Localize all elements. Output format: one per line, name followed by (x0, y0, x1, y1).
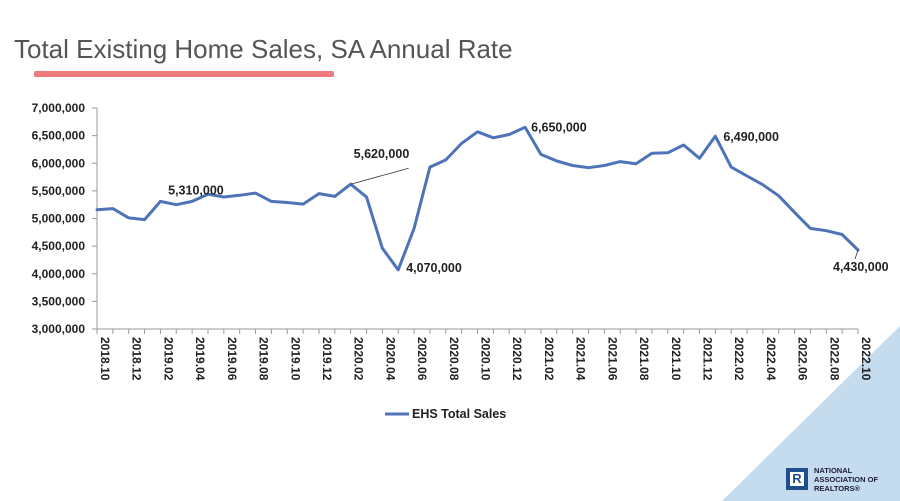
y-tick-label: 7,000,000 (32, 101, 86, 115)
data-label: 4,070,000 (406, 261, 462, 275)
x-tick-label: 2021.08 (637, 337, 651, 381)
series-line-ehs-total-sales (95, 125, 860, 272)
x-tick-label: 2022.10 (859, 337, 873, 381)
x-tick-label: 2019.10 (288, 337, 302, 381)
logo-line: ASSOCIATION OF (814, 475, 879, 484)
title-underline (34, 71, 334, 77)
x-tick-label: 2022.02 (732, 337, 746, 381)
x-tick-label: 2022.04 (764, 337, 778, 381)
page-title: Total Existing Home Sales, SA Annual Rat… (14, 34, 513, 64)
x-tick-label: 2021.10 (669, 337, 683, 381)
data-label: 6,490,000 (723, 130, 779, 144)
y-tick-label: 6,000,000 (32, 156, 86, 170)
y-tick-label: 5,500,000 (32, 184, 86, 198)
x-tick-label: 2020.02 (352, 337, 366, 381)
x-tick-label: 2020.10 (479, 337, 493, 381)
x-tick-label: 2020.12 (510, 337, 524, 381)
logo-text: NATIONAL ASSOCIATION OF REALTORS® (814, 466, 900, 493)
legend-label: EHS Total Sales (412, 407, 506, 421)
x-tick-label: 2019.02 (161, 337, 175, 381)
logo-line: NATIONAL (814, 466, 853, 475)
x-tick-label: 2022.06 (796, 337, 810, 381)
x-tick-label: 2019.04 (193, 337, 207, 381)
x-tick-label: 2021.04 (574, 337, 588, 381)
y-tick-label: 4,500,000 (32, 239, 86, 253)
x-tick-label: 2020.06 (415, 337, 429, 381)
data-label: 4,430,000 (833, 260, 889, 274)
y-tick-label: 5,000,000 (32, 212, 86, 226)
x-tick-label: 2019.06 (225, 337, 239, 381)
x-tick-label: 2018.10 (98, 337, 112, 381)
x-tick-label: 2019.08 (257, 337, 271, 381)
y-tick-label: 6,500,000 (32, 129, 86, 143)
logo-line: REALTORS® (814, 484, 861, 493)
realtor-r-logo-icon: R (786, 468, 808, 490)
y-tick-label: 4,000,000 (32, 267, 86, 281)
x-tick-label: 2020.08 (447, 337, 461, 381)
data-label: 5,620,000 (354, 147, 410, 161)
annotation-leader (350, 167, 409, 185)
x-tick-label: 2019.12 (320, 337, 334, 381)
data-label: 6,650,000 (531, 120, 587, 134)
corner-triangle (722, 326, 900, 501)
y-tick-label: 3,000,000 (32, 322, 86, 336)
annotation-leader (854, 249, 859, 260)
realtors-logo: R NATIONAL ASSOCIATION OF REALTORS® (786, 466, 896, 494)
x-tick-label: 2018.12 (130, 337, 144, 381)
x-tick-label: 2021.02 (542, 337, 556, 381)
x-tick-label: 2021.06 (605, 337, 619, 381)
data-label: 5,310,000 (168, 183, 224, 197)
y-tick-label: 3,500,000 (32, 294, 86, 308)
x-tick-label: 2022.08 (827, 337, 841, 381)
x-tick-label: 2020.04 (383, 337, 397, 381)
x-tick-label: 2021.12 (700, 337, 714, 381)
